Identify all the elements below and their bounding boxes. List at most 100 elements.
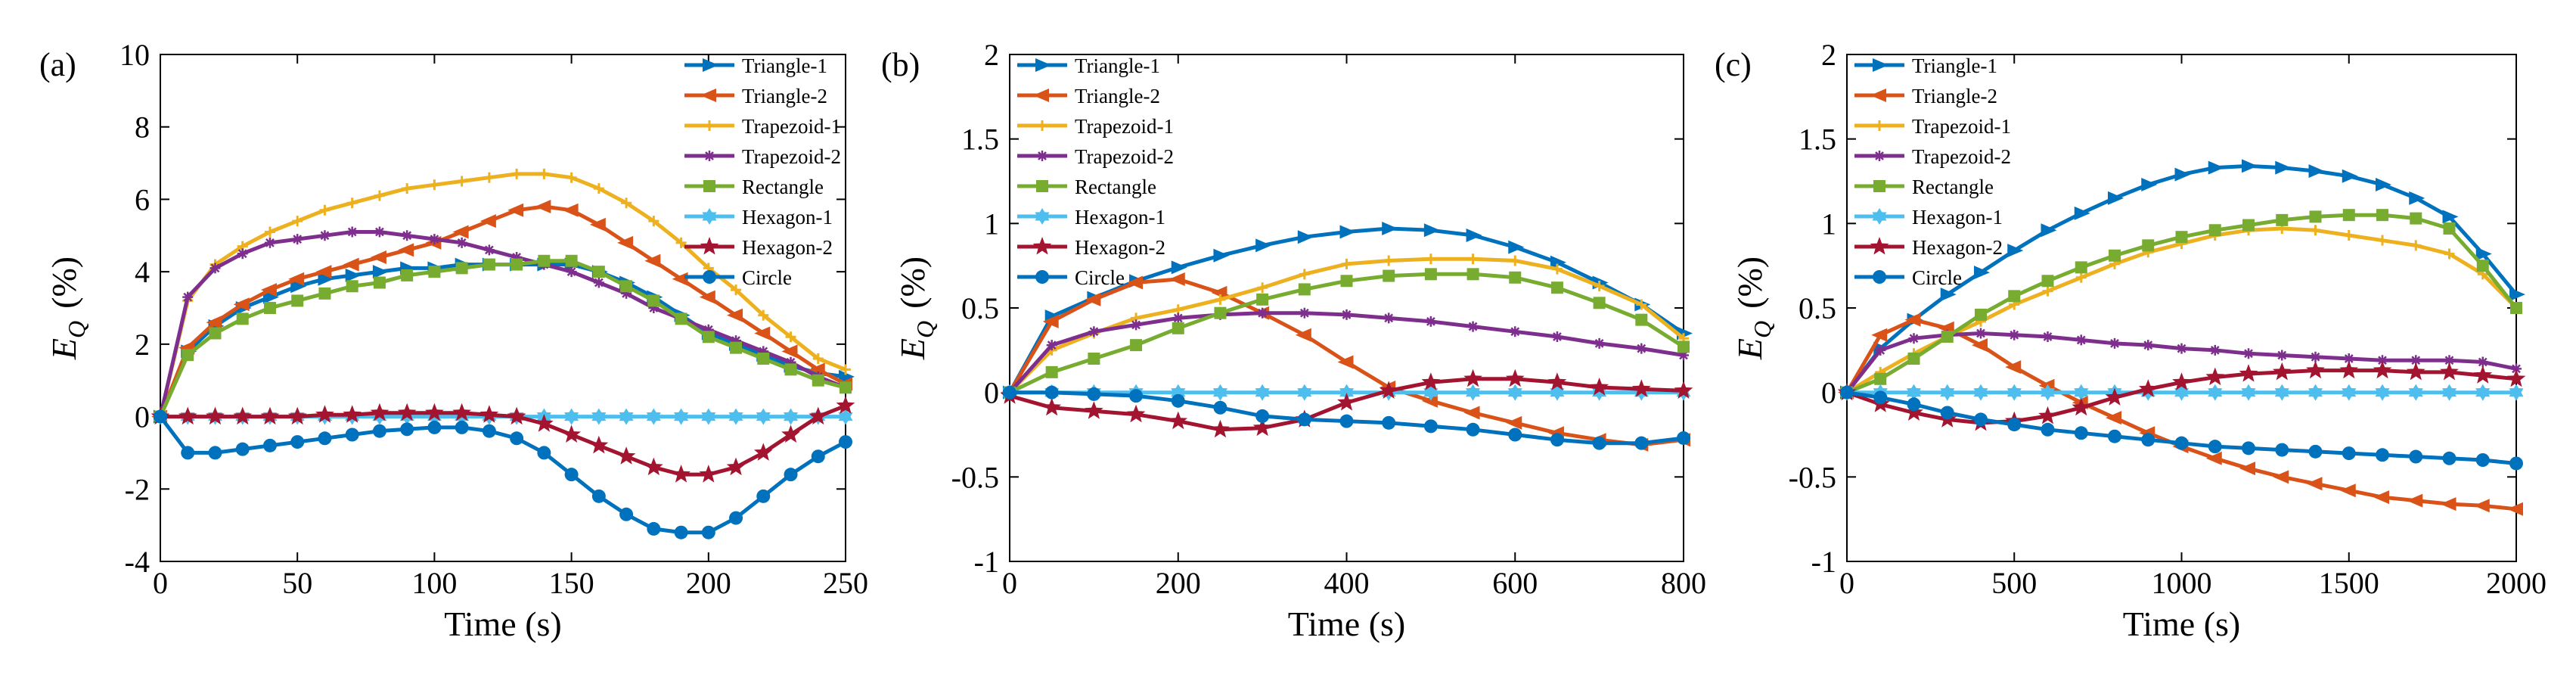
- series-circle-point: [1003, 385, 1016, 400]
- series-trapezoid-2-line: [158, 230, 846, 418]
- series-trapezoid-1-point: [483, 172, 495, 183]
- series-trapezoid-1-point: [593, 183, 604, 194]
- series-trapezoid-2-point: [2410, 355, 2422, 366]
- series-circle-point: [784, 468, 798, 482]
- series-hexagon-2-point: [1042, 397, 1062, 416]
- series-trapezoid-2-point: [402, 230, 413, 241]
- legend-trapezoid-2-marker: [1874, 151, 1885, 161]
- series-triangle-2-point: [507, 203, 524, 217]
- series-triangle-1-point: [1171, 260, 1187, 275]
- series-triangle-2-point: [2373, 490, 2389, 505]
- series-triangle-2-point: [2507, 502, 2523, 516]
- series-rectangle-point: [236, 312, 249, 325]
- y-tick-label: 4: [135, 255, 150, 289]
- series-circle-point: [674, 525, 688, 539]
- series-triangle-1-point: [2141, 177, 2158, 191]
- series-circle-point: [154, 409, 167, 424]
- series-hexagon-2-point: [2373, 360, 2392, 379]
- y-tick-label: -0.5: [1789, 460, 1836, 494]
- series-hexagon-1-point: [564, 408, 579, 425]
- series-trapezoid-2-point: [1467, 321, 1479, 332]
- series-trapezoid-2-point: [648, 303, 660, 313]
- series-trapezoid-2-point: [2243, 348, 2254, 359]
- series-circle-point: [262, 438, 277, 452]
- series-circle-point: [1423, 419, 1438, 434]
- series-triangle-2-point: [1904, 312, 1921, 327]
- legend-trapezoid-1-label: Trapezoid-1: [742, 115, 841, 138]
- series-rectangle-point: [647, 294, 660, 307]
- series-circle-point: [2475, 453, 2490, 467]
- series-trapezoid-1-point: [264, 226, 275, 238]
- x-tick-label: 50: [282, 566, 312, 600]
- series-trapezoid-2-point: [2209, 344, 2221, 356]
- series-hexagon-2-point: [260, 406, 280, 425]
- series-triangle-1-point: [1508, 240, 1525, 254]
- series-rectangle-point: [2208, 224, 2221, 237]
- legend-hexagon-2-label: Hexagon-2: [1075, 236, 1165, 259]
- series-hexagon-1-point: [2475, 384, 2491, 401]
- series-rectangle-point: [1340, 275, 1353, 288]
- series-hexagon-2-point: [2339, 360, 2359, 379]
- legend-trapezoid-1-marker: [1037, 120, 1047, 131]
- series-triangle-2-point: [1127, 275, 1144, 290]
- series-circle-point: [318, 431, 332, 446]
- series-hexagon-2-point: [726, 457, 746, 476]
- legend-hexagon-1-label: Hexagon-1: [1912, 206, 2003, 229]
- series-triangle-2-point: [343, 257, 359, 272]
- legend-trapezoid-1-marker: [1874, 120, 1885, 131]
- series-triangle-1-point: [1550, 255, 1566, 269]
- series-rectangle-point: [592, 266, 605, 278]
- series-trapezoid-2-point: [2109, 337, 2120, 349]
- series-trapezoid-2-point: [319, 230, 331, 241]
- series-circle-point: [2308, 444, 2323, 459]
- series-trapezoid-2-point: [1341, 309, 1352, 320]
- series-trapezoid-2-point: [1636, 343, 1647, 354]
- series-circle-point: [208, 446, 222, 460]
- series-trapezoid-2-point: [1383, 312, 1395, 324]
- series-rectangle-point: [675, 312, 687, 325]
- x-tick-label: 200: [1156, 566, 1201, 600]
- series-hexagon-2-point: [2072, 397, 2091, 416]
- series-rectangle-point: [182, 349, 194, 362]
- panel-label: (b): [881, 46, 920, 83]
- y-tick-label: 0: [1821, 376, 1836, 410]
- series-triangle-2-point: [562, 203, 579, 217]
- series-rectangle-point: [373, 276, 386, 289]
- y-tick-label: 0: [135, 400, 150, 434]
- series-rectangle-point: [757, 353, 770, 365]
- series-trapezoid-2-point: [2176, 343, 2187, 354]
- series-triangle-1-point: [2275, 160, 2292, 175]
- series-rectangle-point: [291, 294, 304, 307]
- series-triangle-2-point: [1972, 338, 1988, 353]
- series-triangle-2-point: [1871, 328, 1888, 342]
- series-trapezoid-1-point: [1341, 258, 1352, 269]
- series-hexagon-1-point: [2241, 384, 2256, 401]
- series-hexagon-1-point: [2442, 384, 2457, 401]
- series-triangle-1-point: [372, 265, 389, 279]
- legend-triangle-1-label: Triangle-1: [742, 54, 827, 77]
- series-trapezoid-1-point: [785, 331, 796, 343]
- series-hexagon-2-point: [178, 406, 197, 425]
- legend-triangle-2-marker: [1870, 89, 1886, 102]
- series-hexagon-2-point: [616, 446, 636, 465]
- series-triangle-2-point: [699, 290, 715, 304]
- series-trapezoid-2-point: [1975, 328, 1986, 339]
- series-rectangle-point: [428, 266, 441, 278]
- series-triangle-1-point: [2242, 159, 2258, 173]
- series-triangle-1-point: [2041, 223, 2057, 238]
- legend-hexagon-1-marker: [1872, 208, 1887, 225]
- series-circle-point: [455, 420, 469, 434]
- y-tick-label: 8: [135, 110, 150, 145]
- x-tick-label: 100: [411, 566, 457, 600]
- series-trapezoid-1-point: [675, 237, 687, 248]
- y-axis-label-unit: (%): [45, 256, 83, 309]
- series-triangle-2-point: [1042, 314, 1059, 328]
- series-trapezoid-1-point: [1467, 253, 1479, 265]
- series-hexagon-1-point: [2074, 384, 2089, 401]
- series-rectangle-point: [1045, 365, 1058, 378]
- legend-triangle-2-label: Triangle-2: [742, 85, 827, 107]
- series-circle-point: [2007, 418, 2022, 432]
- series-group: [1000, 222, 1693, 452]
- series-triangle-2-point: [727, 308, 743, 322]
